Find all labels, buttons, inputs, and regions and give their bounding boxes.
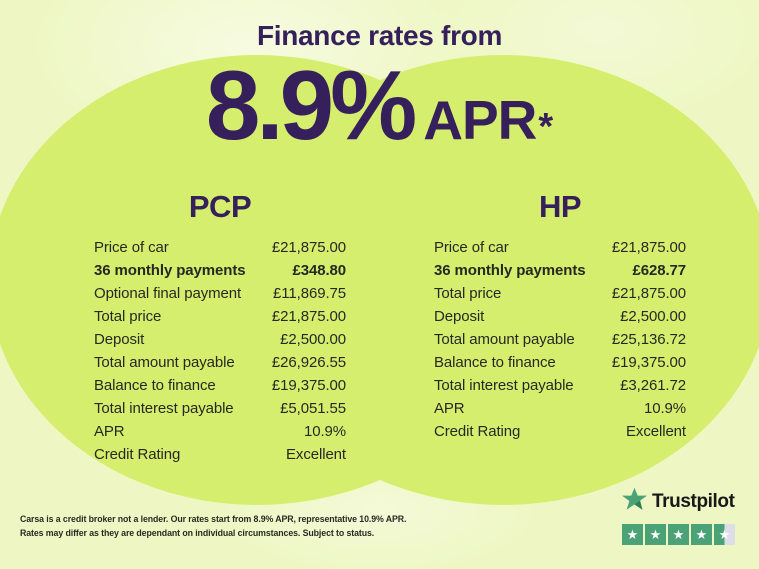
star-box-icon: ★ [668, 524, 689, 545]
star-glyph: ★ [626, 527, 639, 542]
disclaimer-text: Carsa is a credit broker not a lender. O… [20, 513, 450, 540]
table-row: Balance to finance £19,375.00 [94, 374, 346, 397]
star-box-icon: ★ [691, 524, 712, 545]
row-value: £21,875.00 [271, 308, 346, 325]
row-value: £348.80 [292, 262, 346, 279]
row-label: Total amount payable [94, 354, 235, 371]
background-ellipse-right [235, 55, 759, 505]
row-label: Total price [434, 285, 502, 302]
star-box-icon: ★ [645, 524, 666, 545]
rate-unit: APR [423, 89, 537, 151]
trustpilot-logo: Trustpilot [622, 487, 735, 517]
row-value: Excellent [286, 446, 346, 463]
trustpilot-widget: Trustpilot ★ ★ ★ ★ ★ [622, 487, 735, 545]
row-label: Credit Rating [94, 446, 181, 463]
row-value: £21,875.00 [271, 239, 346, 256]
disclaimer-line-2: Rates may differ as they are dependant o… [20, 527, 375, 538]
row-value: £2,500.00 [620, 308, 686, 325]
headline-rate: 8.9% APR * [0, 56, 759, 154]
table-row: 36 monthly payments £628.77 [434, 259, 686, 282]
star-glyph: ★ [718, 527, 731, 542]
table-row: APR 10.9% [434, 397, 686, 420]
banner-title: Finance rates from [256, 20, 503, 51]
row-value: 10.9% [643, 400, 686, 417]
row-label: Balance to finance [94, 377, 216, 394]
star-box-half-icon: ★ [714, 524, 735, 545]
hp-heading: HP [538, 189, 582, 224]
rate-value: 8.9% [205, 50, 417, 160]
row-label: Credit Rating [434, 423, 521, 440]
row-value: £2,500.00 [280, 331, 346, 348]
rate-asterisk: * [538, 106, 554, 148]
pcp-heading: PCP [188, 189, 252, 224]
hp-column: HP Price of car £21,875.00 36 monthly pa… [434, 189, 686, 443]
table-row: Deposit £2,500.00 [434, 305, 686, 328]
row-value: £19,375.00 [271, 377, 346, 394]
table-row: Credit Rating Excellent [434, 420, 686, 443]
table-row: Total interest payable £5,051.55 [94, 397, 346, 420]
row-label: Price of car [94, 239, 169, 256]
row-value: £19,375.00 [611, 354, 686, 371]
table-row: Total interest payable £3,261.72 [434, 374, 686, 397]
row-label: APR [94, 423, 125, 440]
row-value: £5,051.55 [280, 400, 346, 417]
row-value: £25,136.72 [611, 331, 686, 348]
row-label: Deposit [94, 331, 145, 348]
row-label: Optional final payment [94, 285, 242, 302]
row-value: £26,926.55 [271, 354, 346, 371]
trustpilot-brand-text: Trustpilot [652, 491, 735, 512]
row-label: APR [434, 400, 465, 417]
trustpilot-star-icon [622, 487, 647, 517]
table-row: APR 10.9% [94, 420, 346, 443]
table-row: Optional final payment £11,869.75 [94, 282, 346, 305]
row-label: 36 monthly payments [434, 262, 586, 279]
pcp-column: PCP Price of car £21,875.00 36 monthly p… [94, 189, 346, 466]
star-glyph: ★ [695, 527, 708, 542]
row-value: £21,875.00 [611, 239, 686, 256]
row-value: £21,875.00 [611, 285, 686, 302]
table-row: Deposit £2,500.00 [94, 328, 346, 351]
table-row: 36 monthly payments £348.80 [94, 259, 346, 282]
row-value: Excellent [626, 423, 686, 440]
star-glyph: ★ [672, 527, 685, 542]
row-label: Total price [94, 308, 162, 325]
row-value: £11,869.75 [273, 285, 346, 302]
trustpilot-rating-stars: ★ ★ ★ ★ ★ [622, 524, 735, 545]
row-value: £3,261.72 [620, 377, 686, 394]
row-value: £628.77 [632, 262, 686, 279]
row-value: 10.9% [303, 423, 346, 440]
row-label: Total amount payable [434, 331, 575, 348]
table-row: Price of car £21,875.00 [434, 236, 686, 259]
row-label: Deposit [434, 308, 485, 325]
row-label: Total interest payable [434, 377, 574, 394]
row-label: Balance to finance [434, 354, 556, 371]
row-label: 36 monthly payments [94, 262, 246, 279]
row-label: Total interest payable [94, 400, 234, 417]
table-row: Price of car £21,875.00 [94, 236, 346, 259]
table-row: Balance to finance £19,375.00 [434, 351, 686, 374]
table-row: Total price £21,875.00 [434, 282, 686, 305]
disclaimer-line-1: Carsa is a credit broker not a lender. O… [20, 514, 407, 524]
table-row: Total amount payable £25,136.72 [434, 328, 686, 351]
table-row: Total amount payable £26,926.55 [94, 351, 346, 374]
table-row: Total price £21,875.00 [94, 305, 346, 328]
star-box-icon: ★ [622, 524, 643, 545]
table-row: Credit Rating Excellent [94, 443, 346, 466]
row-label: Price of car [434, 239, 509, 256]
star-glyph: ★ [649, 527, 662, 542]
